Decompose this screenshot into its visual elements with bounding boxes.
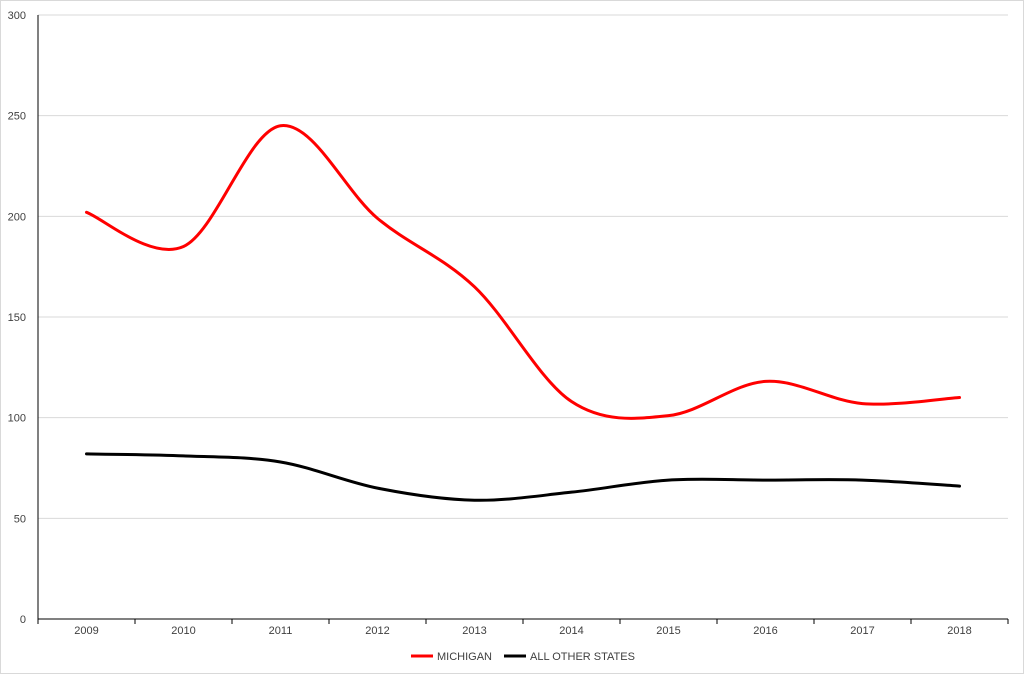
x-tick-label: 2012	[365, 625, 389, 637]
x-tick-label: 2014	[559, 625, 583, 637]
y-tick-label: 200	[8, 211, 26, 223]
y-tick-label: 50	[14, 513, 26, 525]
y-tick-labels: 0 50 100 150 200 250 300	[8, 10, 26, 626]
y-tick-label: 0	[20, 614, 26, 626]
series-line-0	[85, 124, 961, 420]
x-tick-label: 2011	[269, 625, 293, 637]
y-tick-label: 100	[8, 413, 26, 425]
legend: MICHIGAN ALL OTHER STATES	[411, 651, 635, 663]
x-tick-label: 2009	[74, 625, 98, 637]
x-tick-label: 2018	[947, 625, 971, 637]
legend-label: ALL OTHER STATES	[530, 651, 635, 663]
x-tick-label: 2013	[462, 625, 486, 637]
x-tick-label: 2017	[850, 625, 874, 637]
x-tick-label: 2010	[171, 625, 195, 637]
series-lines	[85, 124, 961, 502]
legend-label: MICHIGAN	[437, 651, 492, 663]
y-tick-label: 300	[8, 10, 26, 22]
axes	[37, 15, 1009, 624]
x-tick-label: 2015	[656, 625, 680, 637]
x-tick-label: 2016	[753, 625, 777, 637]
x-tick-labels: 2009 2010 2011 2012 2013 2014 2015 2016 2017 2018	[74, 625, 971, 637]
y-tick-label: 150	[8, 312, 26, 324]
series-line-1	[85, 452, 961, 502]
gridlines	[38, 14, 1008, 519]
y-tick-label: 250	[8, 111, 26, 123]
